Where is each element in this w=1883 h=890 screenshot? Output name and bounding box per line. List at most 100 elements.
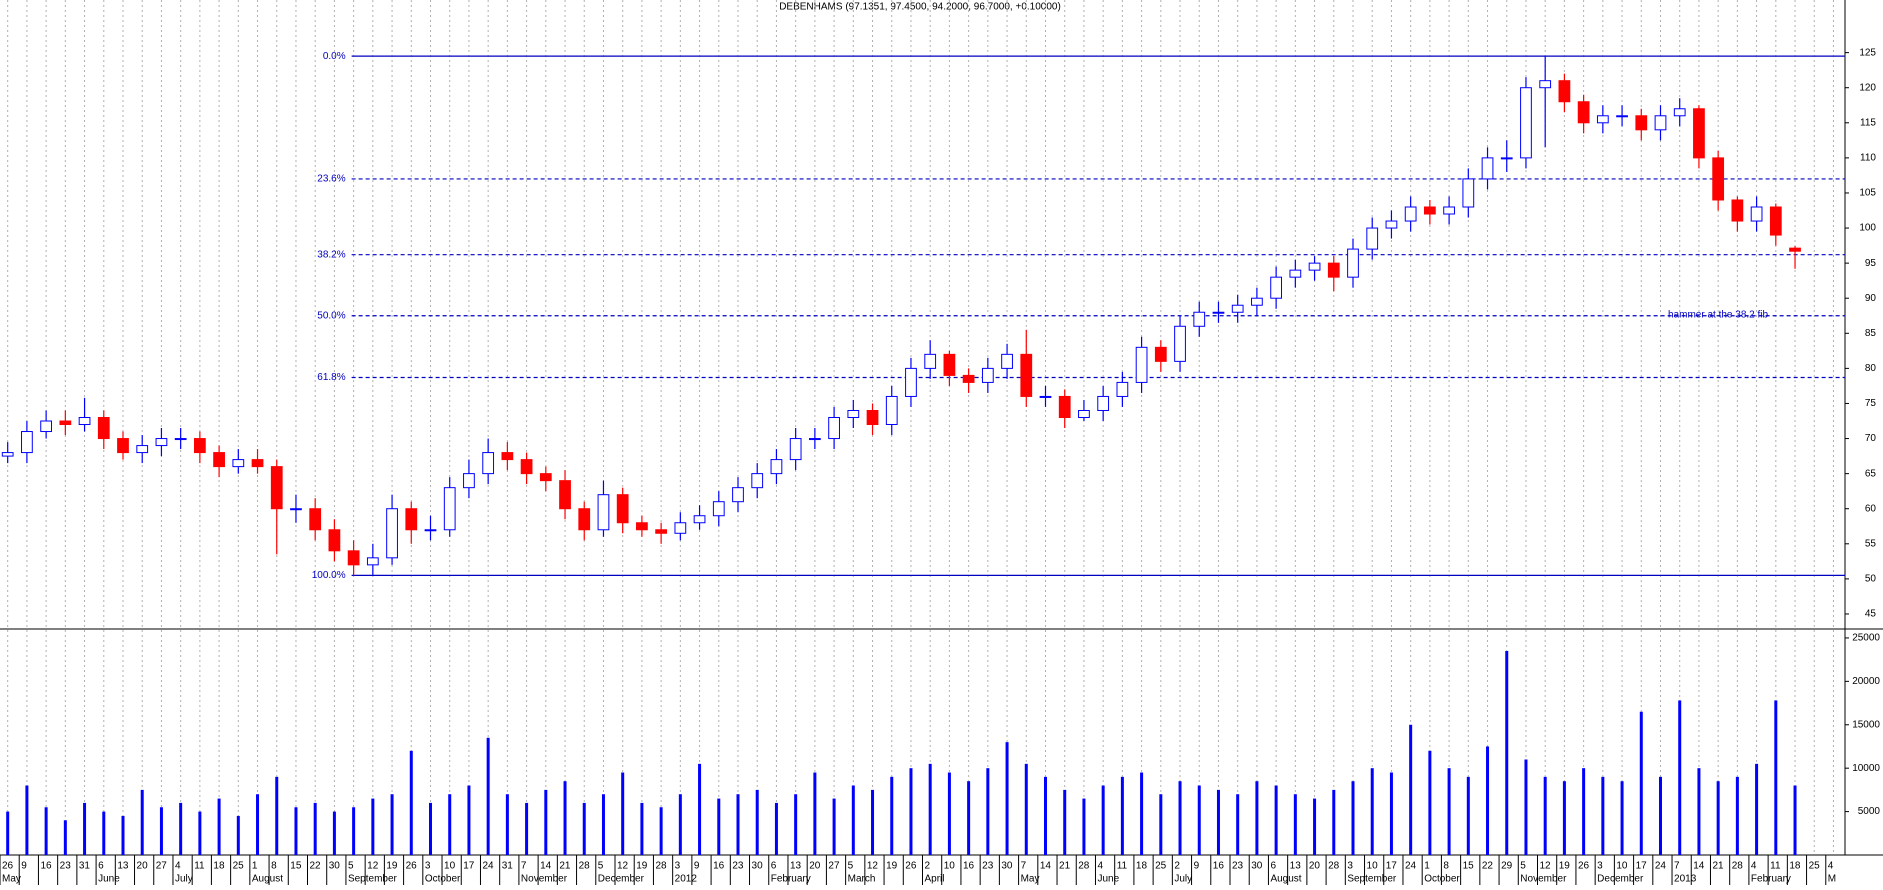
volume-bar <box>1313 798 1317 855</box>
volume-bar <box>1793 785 1797 855</box>
volume-bar <box>25 785 29 855</box>
volume-bar <box>1351 781 1355 855</box>
candle-body <box>1558 80 1571 103</box>
volume-bar <box>217 798 221 855</box>
volume-bar <box>1082 798 1086 855</box>
volume-bar <box>371 798 375 855</box>
x-tick-label: 17 <box>463 861 475 872</box>
volume-bar <box>1697 768 1701 855</box>
y-tick-label: 125 <box>1859 47 1876 58</box>
x-tick-label: 15 <box>1463 861 1475 872</box>
volume-bar <box>83 802 87 855</box>
x-tick-label: 4 <box>1751 861 1757 872</box>
x-tick-label: 8 <box>1443 861 1449 872</box>
x-tick-label: 27 <box>828 861 840 872</box>
volume-bar <box>1466 776 1470 855</box>
volume-bar <box>1735 776 1739 855</box>
volume-bar <box>121 815 125 855</box>
volume-bar <box>275 776 279 855</box>
candle-body <box>347 550 360 566</box>
volume-bar <box>1216 789 1220 855</box>
candle-body <box>1212 311 1225 314</box>
x-tick-label: 18 <box>1136 861 1148 872</box>
x-tick-label: 14 <box>540 861 552 872</box>
x-tick-label: 8 <box>271 861 277 872</box>
candle-body <box>828 416 840 440</box>
x-tick-label: 9 <box>1194 861 1200 872</box>
month-label: July <box>175 874 193 885</box>
fib-label: 61.8% <box>317 372 345 383</box>
candle-body <box>1154 346 1167 362</box>
y-tick-label: 115 <box>1860 117 1876 128</box>
candle-body <box>616 494 629 524</box>
x-tick-label: 3 <box>1347 861 1353 872</box>
x-tick-label: 18 <box>1789 861 1801 872</box>
volume-bar <box>928 763 932 855</box>
volume-bar <box>601 794 605 855</box>
candle-body <box>1116 381 1129 397</box>
candle-body <box>309 508 322 531</box>
volume-bar <box>774 802 778 855</box>
candle-body <box>674 522 687 534</box>
x-tick-label: 2 <box>1174 861 1180 872</box>
volume-bar <box>294 807 298 855</box>
candle-body <box>251 459 264 468</box>
x-tick-label: 18 <box>213 861 225 872</box>
volume-bar <box>1659 776 1662 855</box>
x-tick-label: 25 <box>233 861 245 872</box>
month-label: August <box>1270 874 1301 885</box>
candle-body <box>405 508 418 531</box>
volume-bar <box>1524 759 1528 855</box>
volume-bar <box>1716 781 1720 855</box>
x-tick-label: 9 <box>694 861 700 872</box>
candle-body <box>213 452 225 468</box>
x-tick-label: 3 <box>425 861 431 872</box>
x-tick-label: 29 <box>1501 861 1513 872</box>
volume-bar <box>1639 711 1643 855</box>
x-tick-label: 30 <box>1251 861 1263 872</box>
volume-bar <box>44 807 48 855</box>
volume-bar <box>159 807 163 855</box>
x-tick-label: 24 <box>1655 861 1667 872</box>
volume-bar <box>967 781 971 855</box>
candle-body <box>1347 248 1359 278</box>
candle-body <box>962 374 975 383</box>
volume-bar <box>1505 650 1509 855</box>
volume-bar <box>448 794 452 855</box>
candle-body <box>1039 395 1052 398</box>
volume-bar <box>1543 776 1547 855</box>
volume-bar <box>1409 724 1413 855</box>
candle-body <box>559 480 571 510</box>
x-tick-label: 5 <box>598 861 604 872</box>
x-tick-label: 20 <box>137 861 149 872</box>
x-tick-label: 21 <box>1712 861 1724 872</box>
candle-body <box>1078 409 1090 418</box>
volume-bar <box>1255 781 1259 855</box>
candle-body <box>1500 157 1513 160</box>
y-tick-label: 90 <box>1865 293 1877 304</box>
volume-bar <box>832 798 836 855</box>
candle-body <box>1 452 14 457</box>
candle-body <box>270 466 283 510</box>
volume-bar <box>1293 794 1297 855</box>
month-label: August <box>252 874 283 885</box>
candle-body <box>578 508 591 531</box>
candle-body <box>174 438 187 441</box>
candle-body <box>597 494 610 531</box>
month-label: May <box>2 874 21 885</box>
volume-bar <box>1063 789 1067 855</box>
y-tick-label: 75 <box>1865 398 1877 409</box>
candle-body <box>1712 157 1725 201</box>
candle-body <box>501 452 514 461</box>
x-tick-label: 16 <box>40 861 52 872</box>
candle-body <box>1481 157 1494 180</box>
volume-bar <box>1101 785 1105 855</box>
candle-body <box>981 367 994 383</box>
annotation: hammer at the 38.2 fib <box>1668 309 1768 320</box>
volume-bar <box>505 794 509 855</box>
volume-bar <box>1582 768 1586 855</box>
month-label: February <box>1751 874 1791 885</box>
x-tick-label: 10 <box>944 861 956 872</box>
x-tick-label: 26 <box>2 861 14 872</box>
